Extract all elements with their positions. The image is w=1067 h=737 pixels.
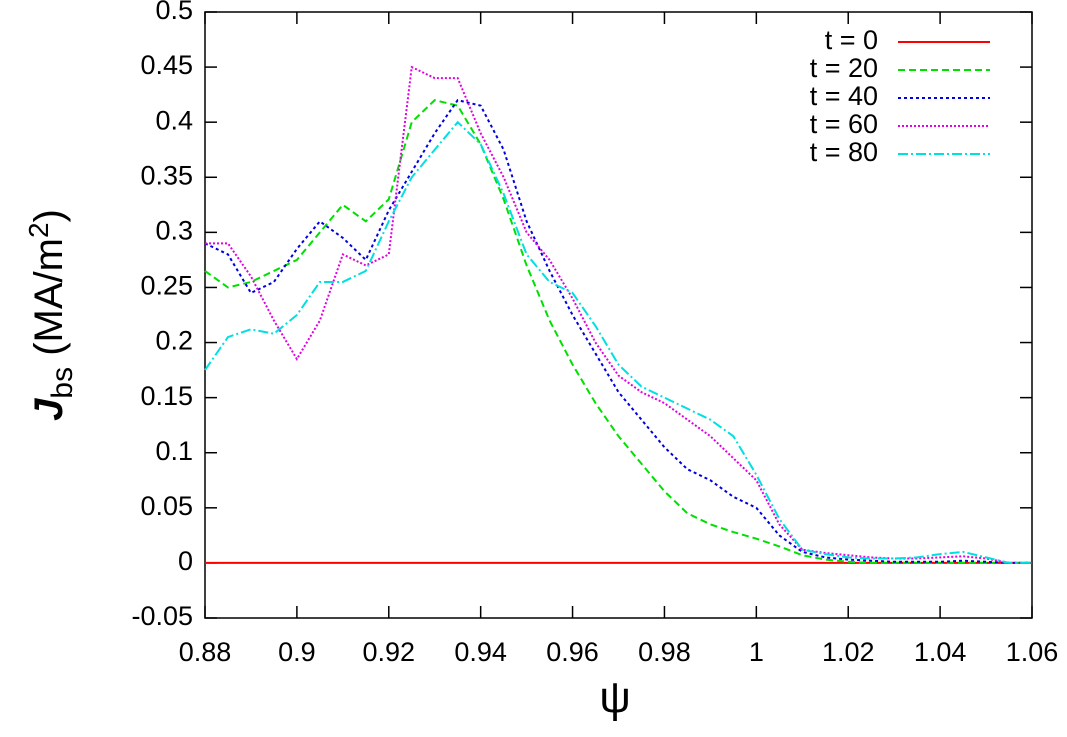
legend-label: t = 60	[810, 109, 878, 139]
x-tick-label: 0.9	[278, 637, 316, 667]
x-tick-label: 1.06	[1006, 637, 1059, 667]
x-tick-label: 0.94	[454, 637, 507, 667]
y-label-sup: 2	[23, 222, 54, 238]
y-tick-label: 0.35	[140, 160, 193, 190]
data-line	[205, 65, 1032, 564]
y-tick-label: 0.05	[140, 491, 193, 521]
y-tick-label: 0.1	[155, 436, 193, 466]
x-axis-label: ψ	[599, 673, 630, 722]
x-tick-label: 1.04	[914, 637, 967, 667]
y-label-main: J	[27, 398, 71, 421]
plot-frame	[204, 11, 1033, 619]
y-axis-label: Jbs (MA/m2)	[23, 209, 79, 421]
y-tick-label: 0	[178, 546, 193, 576]
y-label-end: )	[27, 209, 71, 222]
data-line	[204, 99, 1032, 564]
y-tick-label: 0.45	[140, 50, 193, 80]
y-tick-label: 0.4	[155, 105, 193, 135]
y-tick-label: 0.25	[140, 271, 193, 301]
y-tick-label: 0.3	[155, 215, 193, 245]
x-tick-label: 0.98	[638, 637, 691, 667]
x-tick-label: 0.92	[362, 637, 415, 667]
legend-label: t = 0	[825, 25, 878, 55]
legend-label: t = 80	[810, 137, 878, 167]
x-tick-label: 0.96	[546, 637, 599, 667]
y-tick-label: -0.05	[131, 601, 193, 631]
x-tick-label: 1.02	[822, 637, 875, 667]
y-label-rest: (MA/m	[27, 238, 71, 367]
y-tick-label: 0.15	[140, 381, 193, 411]
y-tick-label: 0.2	[155, 326, 193, 356]
data-line	[204, 120, 1032, 564]
legend-label: t = 20	[810, 53, 878, 83]
x-tick-label: 0.88	[179, 637, 232, 667]
y-label-sub: bs	[46, 367, 79, 399]
data-line	[204, 99, 1032, 564]
y-tick-label: 0.5	[155, 0, 193, 25]
legend-label: t = 40	[810, 81, 878, 111]
x-tick-label: 1	[749, 637, 764, 667]
